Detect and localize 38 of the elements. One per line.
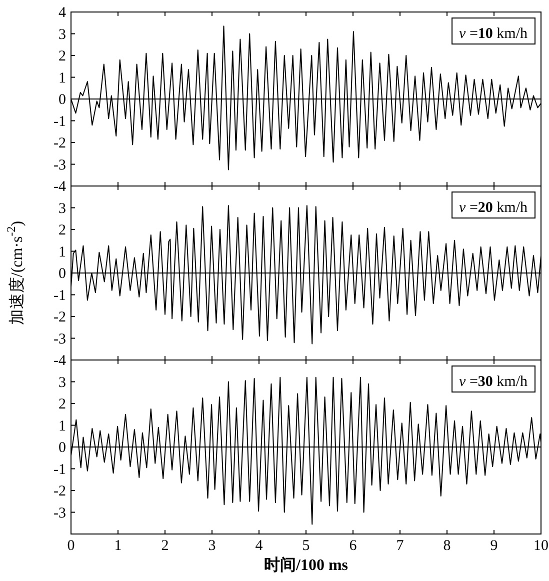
y-tick-label: -1 [54,114,66,130]
y-tick-label: 4 [58,5,66,21]
y-tick-label: 2 [58,222,66,238]
y-tick-label: -3 [54,331,66,348]
y-tick-label: -1 [54,288,66,304]
y-tick-label: -3 [54,505,66,522]
y-tick-label: -3 [54,157,66,174]
annotation: v =20 km/h [459,200,528,216]
x-tick-label: 2 [161,538,169,554]
y-tick-label: -4 [54,353,66,369]
y-tick-label: -2 [54,484,66,500]
x-tick-label: 1 [114,538,122,554]
x-tick-label: 9 [490,538,498,554]
y-tick-label: -1 [54,462,66,478]
y-tick-label: 0 [58,92,66,108]
x-tick-label: 5 [302,538,310,554]
y-tick-label: -2 [54,310,66,326]
y-tick-label: 2 [58,48,66,64]
annotation: v =10 km/h [459,26,528,42]
x-tick-label: 10 [534,538,548,554]
x-axis-title: 时间/100 ms [264,556,348,574]
annotation: v =30 km/h [459,374,528,390]
x-tick-label: 8 [443,538,451,554]
y-tick-label: 2 [58,396,66,412]
y-tick-label: 1 [58,418,66,434]
y-tick-label: 3 [58,374,66,391]
y-tick-label: 0 [58,440,66,456]
x-tick-label: 4 [255,538,264,554]
y-tick-label: 0 [58,266,66,282]
y-tick-label: 1 [58,244,66,260]
y-tick-label: 3 [58,26,66,43]
y-tick-label: 1 [58,70,66,86]
x-tick-label: 6 [349,538,358,554]
x-tick-label: 3 [208,538,216,554]
y-tick-label: -2 [54,136,66,152]
x-tick-label: 7 [396,538,404,554]
y-tick-label: 3 [58,200,66,217]
y-tick-label: -4 [54,179,66,195]
